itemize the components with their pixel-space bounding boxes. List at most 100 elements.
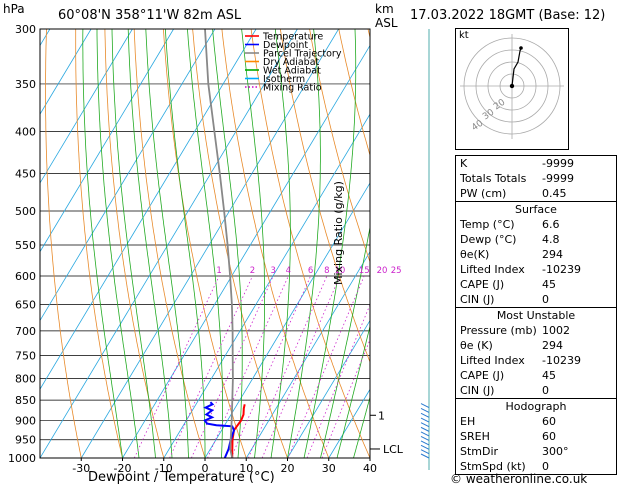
index-value: 1002 [542, 324, 570, 337]
series-parcel-trajectory [204, 29, 234, 458]
mixing-ratio-line [230, 275, 311, 458]
index-row-pw: PW (cm) 0.45 [456, 186, 616, 201]
hodo-row: StmDir 300° [456, 444, 616, 459]
legend-entry: Parcel Trajectory [263, 49, 342, 60]
wind-barb-icon [420, 444, 430, 450]
lcl-label: LCL [383, 443, 404, 456]
dry-adiabat-line [45, 29, 82, 458]
pressure-tick-label: 650 [15, 299, 36, 312]
wind-barb-icon [420, 453, 430, 459]
surface-row: Dewp (°C) 4.8 [456, 232, 616, 247]
index-label: EH [460, 415, 476, 428]
index-value: 294 [542, 248, 563, 261]
mixing-ratio-tick-label: 10 [334, 266, 345, 276]
mixing-ratio-tick-label: 20 [377, 266, 388, 276]
index-value: -10239 [542, 263, 581, 276]
index-label: CAPE (J) [460, 278, 505, 291]
index-label: Pressure (mb) [460, 324, 537, 337]
index-value: 45 [542, 369, 556, 382]
index-row-k: K -9999 [456, 156, 616, 171]
hodograph-panel: kt 40 30 20 [455, 28, 569, 150]
pressure-unit: hPa [3, 2, 25, 16]
mixing-ratio-line [306, 303, 370, 458]
dry-adiabat-line [75, 29, 123, 458]
wind-barb-icon [420, 426, 430, 432]
hodograph-section: Hodograph EH 60 SREH 60 StmDir 300° StmSpd … [456, 398, 616, 474]
wet-adiabat-line [241, 29, 265, 458]
hodo-row: StmSpd (kt) 0 [456, 459, 616, 474]
index-value: 0 [542, 384, 549, 397]
index-label: StmSpd (kt) [460, 460, 526, 473]
pressure-tick-label: 800 [15, 372, 36, 385]
mixing-ratio-tick-label: 8 [324, 266, 329, 276]
pressure-tick-label: 350 [15, 78, 36, 91]
mixing-ratio-line [261, 275, 341, 458]
legend-entry: Mixing Ratio [263, 83, 322, 94]
mixing-ratio-line [248, 275, 328, 458]
most-unstable-section: Most Unstable Pressure (mb) 1002 θe (K) 29… [456, 307, 616, 398]
pressure-tick-label: 900 [15, 414, 36, 427]
wind-barb-icon [420, 440, 430, 446]
index-value: 6.6 [542, 218, 560, 231]
index-label: Temp (°C) [460, 218, 515, 231]
wind-barb-icon [420, 436, 430, 441]
x-tick-label: 30 [322, 462, 336, 475]
pressure-tick-label: 600 [15, 270, 36, 283]
wind-barb-icon [420, 408, 430, 413]
index-table: K -9999 Totals Totals -9999 PW (cm) 0.45 Su… [455, 155, 617, 475]
dry-adiabat-line [279, 29, 370, 364]
mixing-ratio-tick-label: 4 [286, 266, 291, 276]
legend-entry: Isotherm [263, 74, 305, 85]
series-temperature [231, 404, 246, 458]
mu-row: CIN (J) 0 [456, 383, 616, 398]
x-tick-label: 20 [281, 462, 295, 475]
km-tick-label: 1 [378, 409, 385, 422]
copyright: © weatheronline.co.uk [450, 472, 588, 486]
surface-row: CIN (J) 0 [456, 292, 616, 307]
wet-adiabat-line [287, 29, 321, 458]
pressure-tick-label: 750 [15, 349, 36, 362]
hodograph-rings [460, 34, 564, 139]
wet-adiabat-line [111, 29, 156, 458]
x-axis-title: Dewpoint / Temperature (°C) [88, 470, 275, 485]
surface-row: Lifted Index -10239 [456, 262, 616, 277]
location-label: 60°08'N 358°11'W 82m ASL [58, 8, 242, 23]
isotherm-line [287, 319, 370, 458]
wet-adiabat-line [82, 29, 123, 458]
wind-barb-icon [420, 403, 430, 409]
isotherm-line [163, 113, 370, 458]
isotherm-line [40, 29, 257, 390]
most-unstable-title: Most Unstable [496, 309, 576, 322]
index-value: 300° [542, 445, 569, 458]
mixing-ratio-tick-label: 15 [359, 266, 370, 276]
index-label: Lifted Index [460, 263, 525, 276]
wet-adiabat-line [353, 395, 370, 458]
hodo-row: EH 60 [456, 414, 616, 429]
wet-adiabat-line [96, 29, 140, 458]
surface-title: Surface [515, 203, 557, 216]
surface-row: θe(K) 294 [456, 247, 616, 262]
wet-adiabat-line [187, 29, 223, 458]
index-value: -10239 [542, 354, 581, 367]
index-value: 0 [542, 293, 549, 306]
index-label: CAPE (J) [460, 369, 505, 382]
index-value: 4.8 [542, 233, 560, 246]
pressure-tick-label: 950 [15, 434, 36, 447]
isotherm-line [80, 29, 339, 458]
index-label: SREH [460, 430, 490, 443]
index-label: PW (cm) [460, 187, 507, 200]
mixing-ratio-line [133, 275, 220, 458]
index-value: 45 [542, 278, 556, 291]
x-tick-label: 10 [239, 462, 253, 475]
dry-adiabat-line [250, 29, 370, 458]
pressure-tick-label: 1000 [8, 452, 36, 465]
wind-barb-icon [420, 431, 430, 437]
pressure-tick-label: 450 [15, 167, 36, 180]
surface-row: Temp (°C) 6.6 [456, 217, 616, 232]
dry-adiabat-line [338, 29, 370, 157]
wet-adiabat-line [145, 29, 189, 458]
index-value: -9999 [542, 157, 574, 170]
isotherm-line [245, 250, 370, 458]
index-value: -9999 [542, 172, 574, 185]
